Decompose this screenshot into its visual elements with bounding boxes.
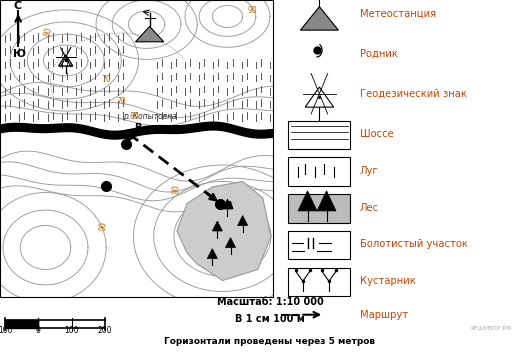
Polygon shape [300, 7, 339, 30]
Text: 90: 90 [98, 220, 108, 231]
Polygon shape [207, 249, 217, 258]
Text: Ю: Ю [13, 49, 26, 59]
Text: Маршрут: Маршрут [360, 310, 408, 320]
Text: В: В [134, 123, 142, 133]
Text: р. Копытовка: р. Копытовка [123, 112, 176, 121]
Polygon shape [222, 199, 233, 209]
Text: В 1 см 100 м: В 1 см 100 м [235, 314, 305, 324]
Text: С: С [13, 1, 21, 11]
Text: Болотистый участок: Болотистый участок [360, 239, 468, 249]
Polygon shape [135, 26, 164, 42]
Text: 80: 80 [129, 112, 139, 121]
Text: Метеостанция: Метеостанция [360, 8, 436, 18]
FancyBboxPatch shape [288, 121, 351, 149]
Text: 90: 90 [248, 6, 257, 15]
Text: 0: 0 [36, 326, 40, 335]
Text: 80: 80 [42, 26, 54, 37]
Text: 80: 80 [172, 184, 181, 194]
Text: Горизонтали проведены через 5 метров: Горизонтали проведены через 5 метров [164, 337, 375, 346]
Text: Масштаб: 1:10 000: Масштаб: 1:10 000 [217, 297, 323, 307]
FancyBboxPatch shape [288, 194, 351, 222]
Text: А: А [225, 201, 233, 211]
Text: 70: 70 [116, 98, 126, 107]
Text: 100: 100 [64, 326, 79, 335]
Polygon shape [212, 221, 222, 231]
Polygon shape [238, 216, 248, 225]
FancyBboxPatch shape [288, 157, 351, 186]
Polygon shape [317, 191, 336, 211]
Text: РЕШУВПР.РФ: РЕШУВПР.РФ [470, 327, 512, 332]
Polygon shape [298, 191, 317, 211]
Text: Геодезический знак: Геодезический знак [360, 89, 467, 99]
Polygon shape [225, 238, 236, 248]
Text: Шоссе: Шоссе [360, 129, 393, 139]
Text: Родник: Родник [360, 49, 398, 59]
Text: Кустарник: Кустарник [360, 276, 416, 286]
Text: 100: 100 [0, 326, 12, 335]
Text: 200: 200 [98, 326, 112, 335]
Polygon shape [177, 181, 271, 280]
FancyBboxPatch shape [288, 268, 351, 296]
FancyBboxPatch shape [288, 231, 351, 260]
Text: Луг: Луг [360, 166, 378, 176]
Text: 70: 70 [101, 76, 111, 85]
Text: Лес: Лес [360, 203, 379, 212]
